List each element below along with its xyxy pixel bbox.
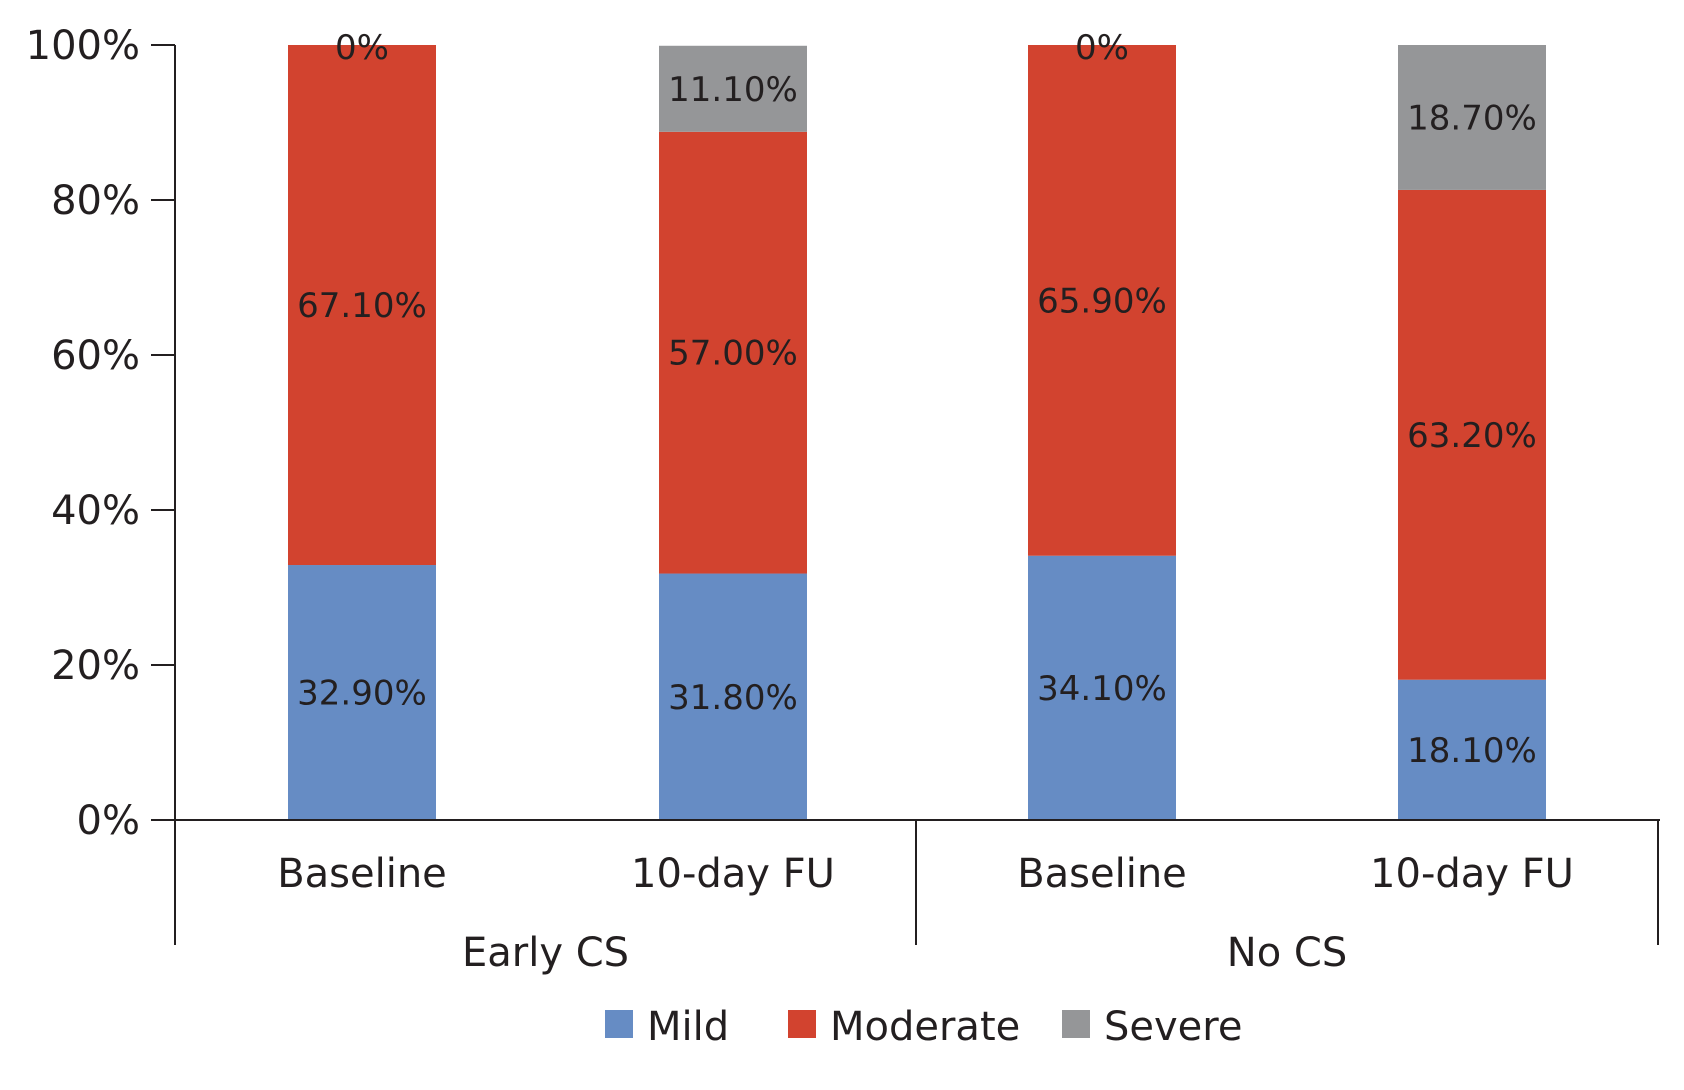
bar-segment-mild-3 (1028, 555, 1176, 820)
x-category-label: Baseline (277, 851, 447, 897)
x-category-label: 10-day FU (1370, 851, 1574, 897)
axes-layer: 0% 20% 40% 60% 80% 100% Baseline 10-day FU Basel… (26, 23, 1660, 976)
data-label-mild-3: 34.10% (1037, 669, 1167, 709)
legend-label-moderate: Moderate (830, 1004, 1020, 1050)
data-label-mild-4: 18.10% (1407, 731, 1537, 771)
bar-segment-moderate-3 (1028, 45, 1176, 556)
data-label-moderate-4: 63.20% (1407, 416, 1537, 456)
bar-segment-severe-2 (659, 45, 807, 132)
data-label-severe-4: 18.70% (1407, 98, 1537, 138)
bar-segment-moderate-1 (288, 45, 436, 566)
y-tick-label: 60% (51, 333, 140, 379)
x-category-label: Baseline (1017, 851, 1187, 897)
data-labels-layer: 32.90% 67.10% 0% 31.80% 57.00% 11.10% 34.10% 65… (297, 28, 1537, 771)
data-label-severe-1: 0% (335, 28, 389, 68)
data-label-moderate-1: 67.10% (297, 286, 427, 326)
x-group-label: No CS (1227, 930, 1347, 976)
bar-segment-mild-1 (288, 565, 436, 820)
bar-segment-mild-2 (659, 573, 807, 820)
x-category-label: 10-day FU (631, 851, 835, 897)
legend-label-mild: Mild (647, 1004, 729, 1050)
legend: Mild Moderate Severe (605, 1004, 1242, 1050)
legend-swatch-moderate (788, 1010, 816, 1038)
bars-layer (288, 45, 1546, 820)
data-label-mild-2: 31.80% (668, 678, 798, 718)
bar-segment-moderate-4 (1398, 189, 1546, 680)
y-tick-label: 40% (51, 488, 140, 534)
legend-swatch-severe (1062, 1010, 1090, 1038)
bar-segment-mild-4 (1398, 679, 1546, 820)
bar-segment-moderate-2 (659, 131, 807, 574)
x-group-label: Early CS (462, 930, 629, 976)
data-label-severe-3: 0% (1075, 28, 1129, 68)
legend-label-severe: Severe (1104, 1004, 1242, 1050)
data-label-mild-1: 32.90% (297, 674, 427, 714)
data-label-severe-2: 11.10% (668, 70, 798, 110)
y-tick-label: 20% (51, 643, 140, 689)
y-tick-label: 100% (26, 23, 140, 69)
data-label-moderate-3: 65.90% (1037, 281, 1167, 321)
bar-segment-severe-4 (1398, 45, 1546, 190)
legend-swatch-mild (605, 1010, 633, 1038)
y-tick-label: 80% (51, 178, 140, 224)
data-label-moderate-2: 57.00% (668, 334, 798, 374)
y-tick-label: 0% (77, 798, 140, 844)
